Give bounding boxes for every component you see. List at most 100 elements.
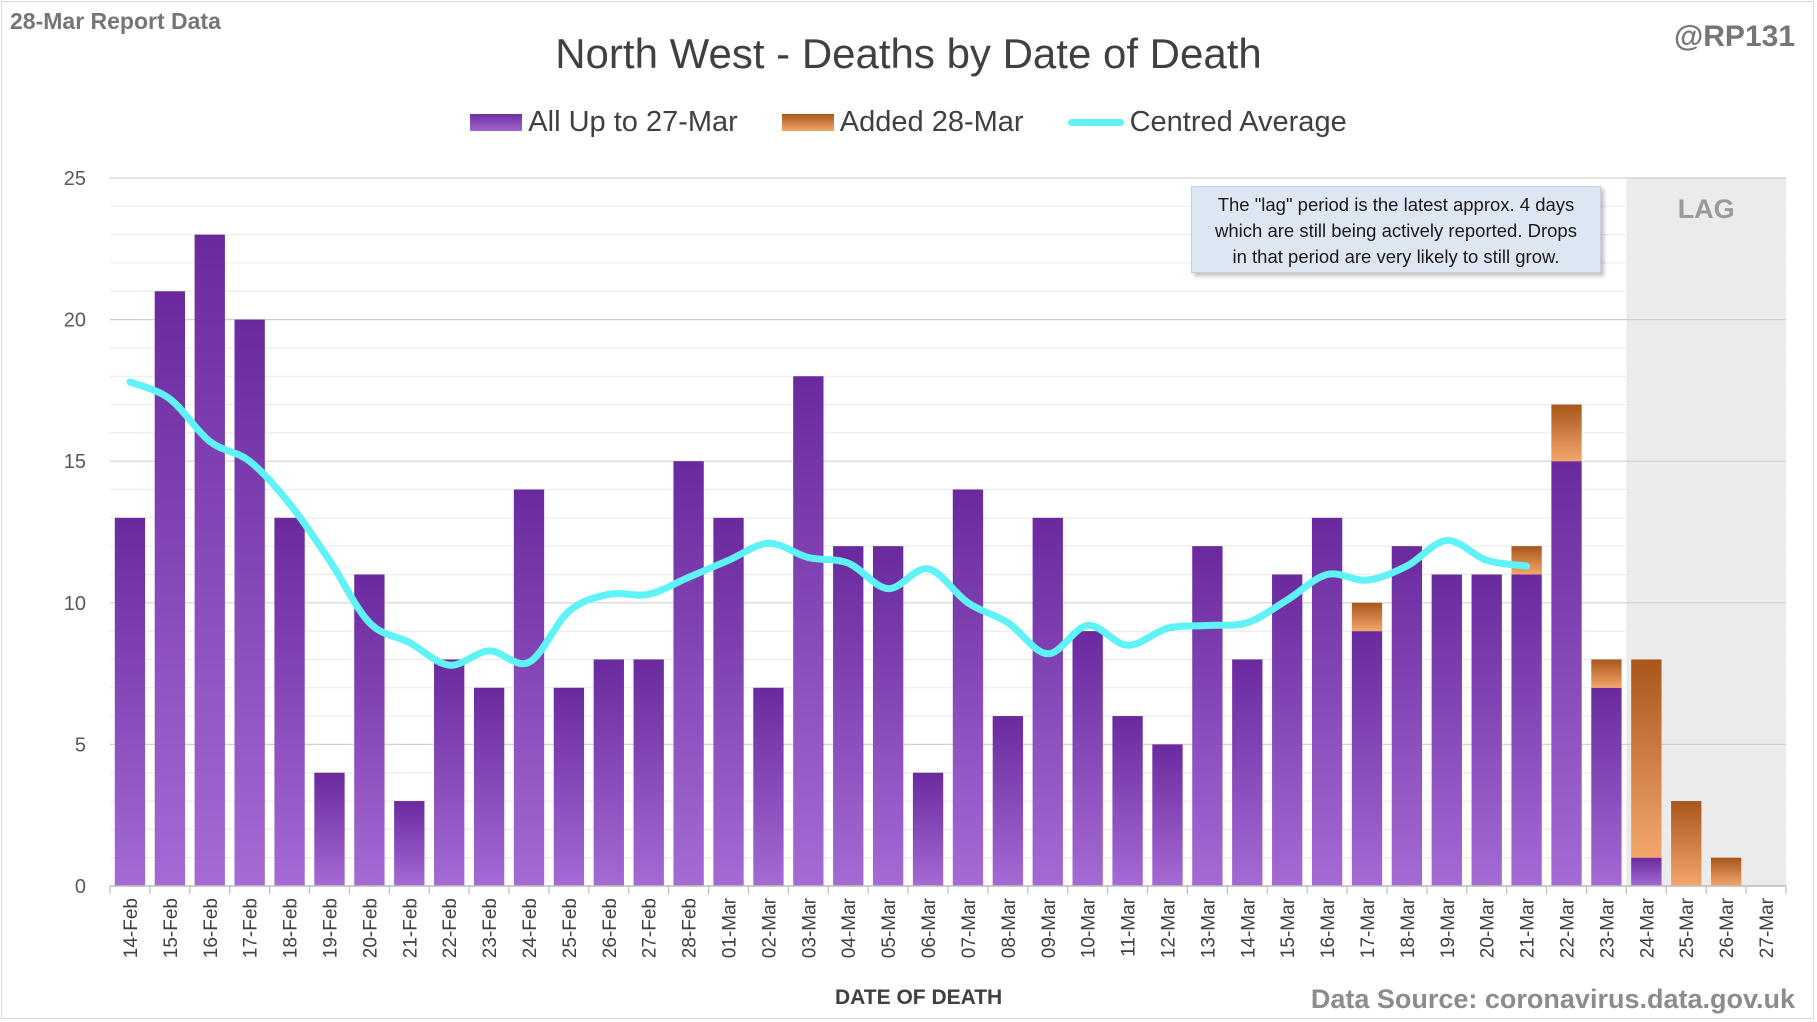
x-tick-label: 12-Mar [1158,897,1179,958]
x-tick-label: 06-Mar [919,897,940,958]
x-tick-label: 21-Feb [400,898,421,958]
bar-all-23-Mar [1591,687,1622,886]
bar-all-18-Feb [274,517,305,886]
legend-swatch-purple [470,114,523,131]
bar-all-13-Mar [1192,546,1223,886]
x-tick-label: 04-Mar [839,897,860,958]
bar-all-15-Mar [1272,574,1303,886]
y-tick-label: 25 [64,168,86,190]
x-tick-label: 02-Mar [759,897,780,958]
x-tick-label: 11-Mar [1119,897,1140,956]
lag-note: The "lag" period is the latest approx. 4… [1191,186,1601,273]
bar-all-22-Mar [1551,461,1582,886]
bar-added-22-Mar [1551,404,1582,462]
x-tick-label: 25-Feb [560,898,581,958]
x-tick-label: 05-Mar [879,897,900,958]
x-tick-label: 14-Mar [1238,897,1259,958]
lag-label: LAG [1678,194,1735,224]
legend-label-all: All Up to 27-Mar [528,106,738,138]
y-tick-label: 0 [75,876,86,898]
bar-added-21-Mar [1511,546,1542,575]
x-tick-label: 17-Mar [1358,897,1379,958]
bar-all-28-Feb [673,461,704,886]
author-handle: @RP131 [1674,20,1795,53]
x-tick-label: 16-Mar [1318,897,1339,958]
y-tick-label: 10 [64,593,86,615]
bar-all-25-Feb [553,687,585,886]
bar-all-09-Mar [1032,517,1063,886]
bar-all-26-Feb [593,659,624,886]
bar-all-04-Mar [833,546,864,886]
x-tick-label: 23-Mar [1597,897,1618,958]
x-tick-label: 07-Mar [959,897,980,958]
bar-all-22-Feb [434,659,465,886]
legend-label-added: Added 28-Mar [839,106,1024,138]
x-tick-label: 27-Mar [1757,897,1778,958]
bar-all-11-Mar [1112,716,1143,886]
y-tick-label: 15 [64,451,86,473]
x-tick-label: 10-Mar [1079,897,1100,958]
bar-all-16-Feb [194,234,225,886]
centred-average-line [126,378,1531,669]
chart-legend: All Up to 27-Mar Added 28-Mar Centred Av… [0,106,1817,139]
x-tick-label: 09-Mar [1039,897,1060,958]
bar-all-20-Mar [1471,574,1502,886]
y-tick-label: 20 [64,310,86,332]
chart-title: North West - Deaths by Date of Death [555,30,1262,77]
bar-all-21-Feb [394,801,425,886]
data-source: Data Source: coronavirus.data.gov.uk [1310,984,1795,1014]
bar-all-10-Mar [1072,631,1103,886]
legend-item-all: All Up to 27-Mar [470,106,738,139]
x-tick-label: 27-Feb [640,898,661,958]
x-tick-label: 18-Feb [281,898,302,958]
x-tick-label: 19-Mar [1438,897,1459,958]
legend-item-added: Added 28-Mar [781,106,1024,139]
x-tick-label: 20-Mar [1478,897,1499,958]
bar-all-14-Feb [114,517,146,886]
bar-all-03-Mar [793,376,824,886]
bar-added-25-Mar [1671,801,1702,886]
bar-all-08-Mar [992,716,1024,886]
x-tick-label: 19-Feb [320,898,341,958]
legend-swatch-line [1067,119,1124,126]
x-tick-label: 01-Mar [720,897,741,958]
x-tick-label: 15-Mar [1278,897,1299,958]
report-label: 28-Mar Report Data [10,8,221,34]
x-tick-label: 28-Feb [680,898,701,958]
x-tick-label: 08-Mar [999,897,1020,958]
x-tick-label: 03-Mar [799,897,820,958]
x-tick-label: 21-Mar [1518,897,1539,958]
bar-all-19-Feb [314,772,345,886]
x-tick-label: 20-Feb [360,898,381,958]
bar-all-17-Mar [1351,631,1383,886]
bar-all-07-Mar [952,489,984,886]
legend-label-average: Centred Average [1129,106,1347,138]
x-tick-label: 16-Feb [201,898,222,958]
bar-all-17-Feb [234,319,265,887]
x-tick-label: 22-Feb [440,898,461,958]
bar-all-02-Mar [753,687,784,886]
x-tick-label: 26-Mar [1717,897,1738,958]
bar-all-18-Mar [1391,546,1423,886]
x-tick-label: 18-Mar [1398,897,1419,958]
bar-all-19-Mar [1431,574,1462,886]
bar-all-06-Mar [912,772,944,886]
lag-note-line-2: which are still being actively reported.… [1215,220,1577,241]
bar-added-24-Mar [1631,659,1662,858]
bar-all-24-Mar [1631,857,1662,886]
bar-added-23-Mar [1591,659,1622,688]
x-tick-label: 24-Feb [520,898,541,958]
bar-all-24-Feb [513,489,545,886]
x-tick-label: 17-Feb [241,898,262,958]
x-tick-label: 15-Feb [161,898,182,958]
bar-all-14-Mar [1232,659,1263,886]
bar-added-26-Mar [1710,857,1742,886]
bar-added-17-Mar [1351,602,1383,632]
bar-all-21-Mar [1511,574,1542,886]
lag-note-line-3: in that period are very likely to still … [1232,246,1560,267]
x-tick-label: 13-Mar [1198,897,1219,958]
x-tick-label: 22-Mar [1558,897,1579,958]
x-tick-label: 24-Mar [1637,897,1658,958]
legend-item-average: Centred Average [1067,106,1347,139]
